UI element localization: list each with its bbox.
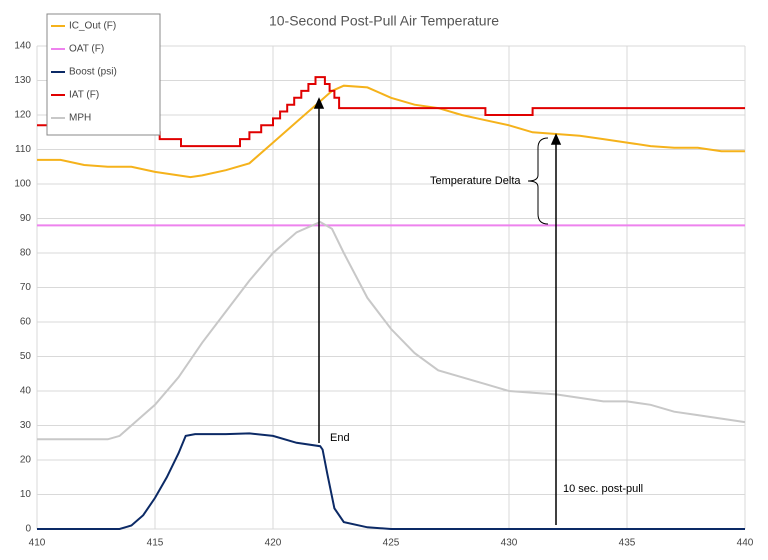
x-tick-label: 420 (265, 538, 282, 549)
x-tick-label: 410 (29, 538, 46, 549)
annotation: 10 sec. post-pull (563, 483, 643, 495)
brace (527, 137, 549, 225)
y-tick-label: 60 (20, 317, 32, 328)
arrowhead (550, 133, 562, 145)
x-tick-label: 430 (501, 538, 518, 549)
y-tick-label: 90 (20, 213, 32, 224)
series-line (37, 432, 745, 530)
y-tick-label: 50 (20, 351, 32, 362)
x-tick-label: 435 (619, 538, 636, 549)
x-tick-label: 425 (383, 538, 400, 549)
legend: IC_Out (F) OAT (F) Boost (psi) IAT (F) MPH (46, 13, 161, 136)
series-line (37, 84, 745, 179)
legend-label: IC_Out (F) (69, 21, 116, 32)
annotation-arrows (313, 97, 562, 525)
y-tick-label: 70 (20, 282, 32, 293)
y-tick-label: 120 (14, 110, 31, 121)
y-tick-label: 30 (20, 420, 32, 431)
x-tick-label: 415 (147, 538, 164, 549)
plot (37, 76, 746, 530)
y-tick-label: 110 (15, 144, 31, 155)
annotation: End (330, 432, 350, 444)
x-tick-label: 440 (737, 538, 754, 549)
series-line (37, 76, 745, 148)
y-tick-label: 80 (20, 248, 32, 259)
arrowhead (313, 97, 325, 109)
y-tick-label: 140 (14, 41, 31, 52)
y-tick-label: 100 (14, 179, 31, 190)
series-line (37, 220, 746, 441)
legend-label: OAT (F) (69, 44, 104, 55)
legend-label: IAT (F) (69, 90, 99, 101)
annotation: Temperature Delta (430, 175, 521, 187)
y-tick-label: 20 (20, 455, 32, 466)
y-tick-label: 0 (25, 524, 31, 535)
y-tick-label: 130 (14, 75, 31, 86)
chart-title: 10-Second Post-Pull Air Temperature (269, 13, 499, 29)
y-tick-label: 10 (20, 489, 32, 500)
legend-label: Boost (psi) (69, 67, 117, 78)
legend-box (46, 13, 161, 136)
legend-label: MPH (69, 113, 91, 124)
y-tick-label: 40 (20, 386, 32, 397)
